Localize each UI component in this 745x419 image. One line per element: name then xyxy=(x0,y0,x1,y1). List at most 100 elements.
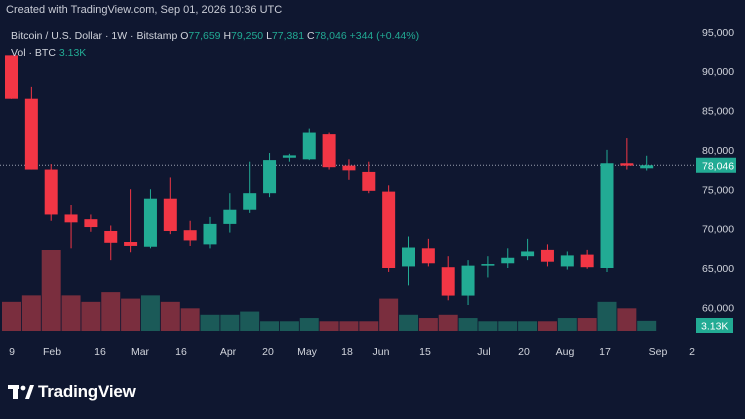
price-tick-label: 65,000 xyxy=(702,263,734,275)
volume-bar xyxy=(21,295,41,331)
candle-body xyxy=(481,264,495,266)
price-tick-label: 80,000 xyxy=(702,145,734,157)
candle xyxy=(282,153,296,162)
price-tick-label: 85,000 xyxy=(702,106,734,118)
volume-bar xyxy=(140,295,160,331)
volume-legend[interactable]: Vol · BTC 3.13K xyxy=(11,47,86,59)
candle-body xyxy=(24,98,38,170)
change-value: +344 (+0.44%) xyxy=(349,30,420,42)
candle xyxy=(640,155,654,171)
candle-body xyxy=(382,191,396,268)
volume-bar xyxy=(498,321,518,331)
candle-body xyxy=(540,249,554,262)
volume-bar xyxy=(339,321,359,331)
open-value: 77,659 xyxy=(188,30,221,42)
candle xyxy=(461,260,475,306)
candle xyxy=(382,185,396,272)
time-axis[interactable]: 9 Feb 16 Mar 16 Apr 20 May 18 Jun 15 Jul 20 Aug 17 Sep 2 xyxy=(9,346,695,358)
time-tick-label: 20 xyxy=(518,346,530,358)
candle xyxy=(223,193,237,233)
price-tick-label: 75,000 xyxy=(702,184,734,196)
volume-bar xyxy=(299,318,319,331)
candle xyxy=(124,189,138,253)
candle-body xyxy=(620,163,634,166)
volume-bar xyxy=(617,308,637,331)
time-tick-label: Aug xyxy=(556,346,575,358)
time-tick-label: 15 xyxy=(419,346,431,358)
time-tick-label: 16 xyxy=(175,346,187,358)
volume-bar xyxy=(200,314,220,331)
time-tick-label: Mar xyxy=(131,346,150,358)
candle xyxy=(580,249,594,269)
tradingview-logo[interactable]: TradingView xyxy=(8,382,136,402)
time-tick-label: 17 xyxy=(599,346,611,358)
price-tick-label: 60,000 xyxy=(702,302,734,314)
candle-body xyxy=(44,169,58,215)
candle-body xyxy=(282,155,296,158)
candle xyxy=(560,251,574,270)
volume-bar xyxy=(418,318,438,331)
time-tick-label: Jul xyxy=(477,346,490,358)
volume-bar xyxy=(438,314,458,331)
volume-bar xyxy=(458,318,478,331)
candle xyxy=(104,225,118,261)
candle xyxy=(44,164,58,221)
candle-body xyxy=(143,198,157,247)
candle-body xyxy=(302,132,316,160)
volume-bar xyxy=(557,318,577,331)
volume-bar xyxy=(518,321,538,331)
volume-bar xyxy=(240,311,260,331)
time-tick-label: Jun xyxy=(373,346,390,358)
volume-bar xyxy=(121,298,141,331)
time-tick-label: May xyxy=(297,346,318,358)
candle xyxy=(441,256,455,301)
candle xyxy=(402,236,415,286)
candle-body xyxy=(163,198,177,231)
time-tick-label: 16 xyxy=(94,346,106,358)
candle-body xyxy=(441,267,455,296)
high-label: H xyxy=(223,30,232,42)
candle-body xyxy=(124,242,138,246)
candle xyxy=(183,220,197,246)
candle-body xyxy=(263,160,277,194)
candle-body xyxy=(640,165,654,169)
candle-body xyxy=(501,257,515,264)
candle xyxy=(322,132,336,170)
candle xyxy=(24,86,38,170)
tradingview-logo-icon xyxy=(8,385,34,399)
time-tick-label: 20 xyxy=(262,346,274,358)
candle xyxy=(540,244,554,267)
candle xyxy=(143,189,157,249)
candle xyxy=(302,128,316,161)
candle xyxy=(263,153,277,198)
volume-bar xyxy=(399,314,418,331)
time-tick-label: Apr xyxy=(220,346,237,358)
candle-body xyxy=(560,255,574,267)
candle-body xyxy=(600,163,614,268)
candle-body xyxy=(322,134,336,168)
price-tick-label: 70,000 xyxy=(702,224,734,236)
low-value: 77,381 xyxy=(271,30,305,42)
volume-bar xyxy=(379,298,399,331)
price-badges: 78,046 3.13K xyxy=(696,157,736,333)
candle xyxy=(521,238,535,261)
volume-badge xyxy=(696,318,733,333)
candle-body xyxy=(342,165,356,171)
volume-bar xyxy=(279,321,299,331)
symbol-legend[interactable]: Bitcoin / U.S. Dollar · 1W · Bitstamp O7… xyxy=(11,30,419,42)
price-axis[interactable]: 95,000 90,000 85,000 80,000 75,000 70,000 65,0… xyxy=(702,27,734,315)
candle-body xyxy=(521,251,535,257)
volume-bar xyxy=(180,308,200,331)
volume-bar xyxy=(2,301,21,331)
volume-bar xyxy=(61,295,81,331)
open-label: O xyxy=(180,30,189,42)
volume-bar xyxy=(537,321,557,331)
candle-body xyxy=(362,171,376,191)
volume-bar xyxy=(101,292,121,331)
candle xyxy=(481,256,495,278)
low-label: L xyxy=(266,30,272,42)
high-value: 79,250 xyxy=(231,30,264,42)
volume-layer xyxy=(2,250,657,331)
